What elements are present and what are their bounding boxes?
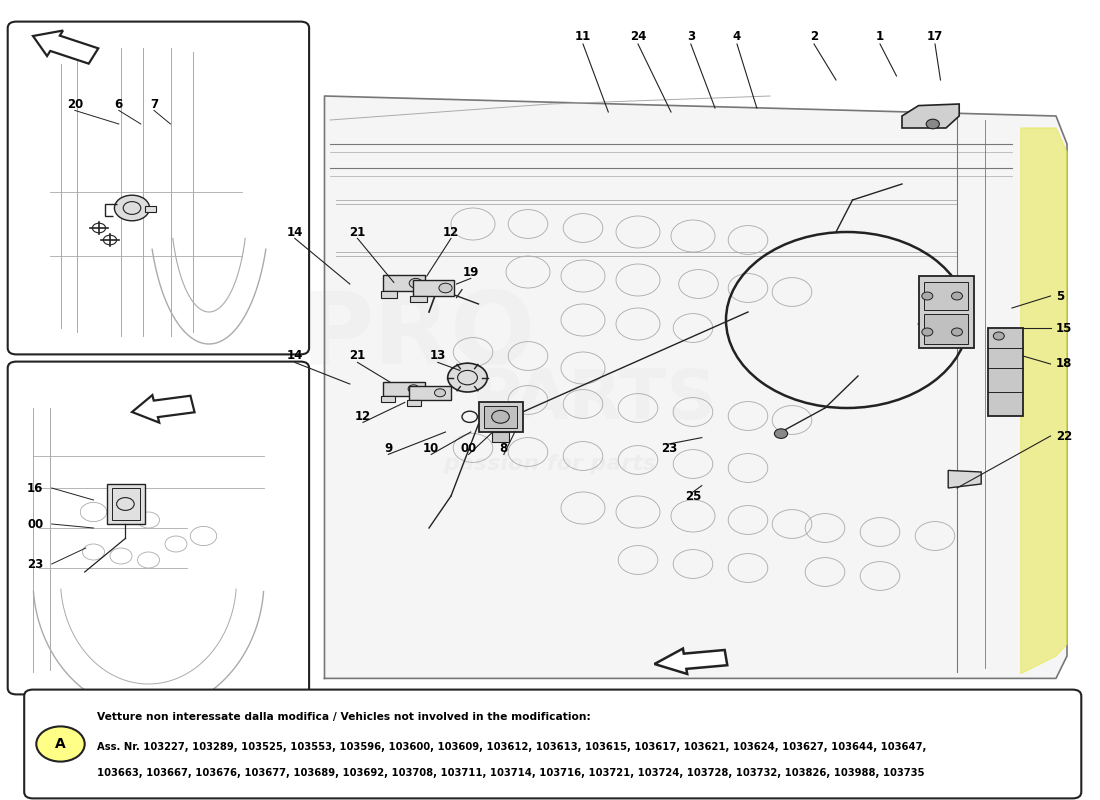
Text: 2: 2 bbox=[810, 30, 818, 42]
Text: 3: 3 bbox=[686, 30, 695, 42]
Text: 103663, 103667, 103676, 103677, 103689, 103692, 103708, 103711, 103714, 103716, : 103663, 103667, 103676, 103677, 103689, … bbox=[97, 768, 924, 778]
Text: 23: 23 bbox=[28, 558, 43, 570]
Text: 21: 21 bbox=[350, 226, 365, 238]
Text: 18: 18 bbox=[1056, 358, 1072, 370]
Text: Vetture non interessate dalla modifica / Vehicles not involved in the modificati: Vetture non interessate dalla modifica /… bbox=[97, 712, 591, 722]
Text: 7: 7 bbox=[150, 98, 158, 110]
Text: PARTS: PARTS bbox=[471, 366, 717, 434]
Bar bbox=[410, 296, 427, 302]
Circle shape bbox=[952, 328, 962, 336]
Circle shape bbox=[36, 726, 85, 762]
Bar bbox=[412, 280, 454, 296]
Circle shape bbox=[993, 332, 1004, 340]
Text: 11: 11 bbox=[575, 30, 591, 42]
Text: 24: 24 bbox=[630, 30, 646, 42]
Text: 14: 14 bbox=[287, 226, 303, 238]
Bar bbox=[924, 314, 968, 344]
Circle shape bbox=[952, 292, 962, 300]
Circle shape bbox=[114, 195, 150, 221]
Text: 8: 8 bbox=[499, 442, 508, 454]
Text: 14: 14 bbox=[287, 350, 303, 362]
Bar bbox=[492, 432, 509, 442]
Text: 25: 25 bbox=[685, 490, 701, 502]
Text: 20: 20 bbox=[67, 98, 82, 110]
Bar bbox=[924, 282, 968, 310]
Text: 10: 10 bbox=[424, 442, 439, 454]
Circle shape bbox=[492, 410, 509, 423]
FancyBboxPatch shape bbox=[24, 690, 1081, 798]
Circle shape bbox=[434, 389, 446, 397]
Bar bbox=[407, 400, 421, 406]
Bar bbox=[145, 206, 156, 212]
Circle shape bbox=[409, 278, 422, 288]
Bar bbox=[383, 382, 425, 396]
FancyArrow shape bbox=[654, 649, 727, 674]
Bar bbox=[381, 291, 397, 298]
Text: 22: 22 bbox=[1056, 430, 1072, 442]
Text: 5: 5 bbox=[1056, 290, 1065, 302]
Circle shape bbox=[774, 429, 788, 438]
Bar bbox=[381, 396, 395, 402]
Text: 4: 4 bbox=[733, 30, 741, 42]
Bar bbox=[409, 386, 451, 400]
Circle shape bbox=[922, 328, 933, 336]
Polygon shape bbox=[902, 104, 959, 128]
Text: 12: 12 bbox=[443, 226, 459, 238]
Circle shape bbox=[448, 363, 487, 392]
Bar bbox=[107, 484, 145, 524]
Polygon shape bbox=[324, 96, 1067, 678]
FancyArrow shape bbox=[132, 395, 195, 422]
Bar bbox=[383, 275, 425, 291]
Text: Ass. Nr. 103227, 103289, 103525, 103553, 103596, 103600, 103609, 103612, 103613,: Ass. Nr. 103227, 103289, 103525, 103553,… bbox=[97, 742, 926, 752]
Text: 9: 9 bbox=[384, 442, 393, 454]
Text: 12: 12 bbox=[355, 410, 371, 422]
Circle shape bbox=[922, 292, 933, 300]
Text: 1: 1 bbox=[876, 30, 884, 42]
Bar bbox=[478, 402, 522, 432]
Text: 23: 23 bbox=[661, 442, 676, 454]
Text: 13: 13 bbox=[430, 350, 446, 362]
Bar bbox=[918, 276, 974, 348]
Polygon shape bbox=[948, 470, 981, 488]
Text: 19: 19 bbox=[463, 266, 478, 278]
Bar bbox=[112, 488, 140, 520]
Bar bbox=[988, 328, 1023, 416]
Text: 00: 00 bbox=[28, 518, 43, 530]
Text: 17: 17 bbox=[927, 30, 943, 42]
Text: 15: 15 bbox=[1056, 322, 1072, 334]
Circle shape bbox=[439, 283, 452, 293]
Text: 00: 00 bbox=[461, 442, 476, 454]
Text: PRO: PRO bbox=[300, 287, 536, 385]
FancyBboxPatch shape bbox=[8, 22, 309, 354]
Text: passion for parts: passion for parts bbox=[443, 454, 657, 474]
FancyArrow shape bbox=[33, 30, 98, 64]
Text: 16: 16 bbox=[28, 482, 43, 494]
FancyBboxPatch shape bbox=[8, 362, 309, 694]
Bar bbox=[484, 406, 517, 428]
Circle shape bbox=[926, 119, 939, 129]
Text: A: A bbox=[55, 737, 66, 751]
Text: 6: 6 bbox=[114, 98, 123, 110]
Text: 21: 21 bbox=[350, 350, 365, 362]
Polygon shape bbox=[1021, 128, 1067, 674]
Circle shape bbox=[408, 385, 419, 393]
